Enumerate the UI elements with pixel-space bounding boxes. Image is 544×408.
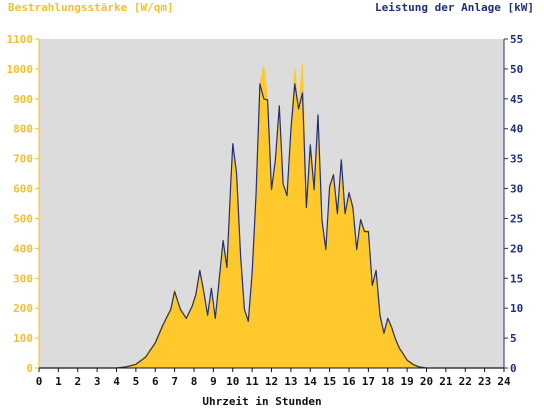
x-tick-label: 1 xyxy=(55,375,62,388)
y-left-tick-label: 900 xyxy=(13,93,33,106)
x-tick-label: 2 xyxy=(74,375,81,388)
x-tick-label: 24 xyxy=(497,375,511,388)
y-right-tick-label: 20 xyxy=(510,242,523,255)
x-tick-label: 17 xyxy=(362,375,375,388)
x-tick-label: 22 xyxy=(459,375,472,388)
series-line-power xyxy=(39,83,504,369)
y-right-tick-label: 0 xyxy=(510,362,517,375)
x-tick-label: 16 xyxy=(342,375,356,388)
y-left-tick-label: 1000 xyxy=(7,63,34,76)
x-tick-label: 11 xyxy=(246,375,260,388)
y-left-tick-label: 800 xyxy=(13,123,33,136)
x-tick-label: 8 xyxy=(191,375,198,388)
left-axis-title: Bestrahlungsstärke [W/qm] xyxy=(8,1,174,14)
x-tick-label: 5 xyxy=(133,375,140,388)
y-right-tick-label: 50 xyxy=(510,63,523,76)
y-left-tick-label: 300 xyxy=(13,272,33,285)
y-right-tick-label: 5 xyxy=(510,332,517,345)
y-right-tick-label: 40 xyxy=(510,123,523,136)
y-left-tick-label: 400 xyxy=(13,242,33,255)
x-axis-title: Uhrzeit in Stunden xyxy=(202,395,321,408)
x-tick-label: 12 xyxy=(265,375,278,388)
x-tick-label: 14 xyxy=(304,375,318,388)
x-tick-label: 18 xyxy=(381,375,394,388)
x-tick-label: 7 xyxy=(171,375,178,388)
y-right-tick-label: 35 xyxy=(510,153,523,166)
y-left-tick-label: 200 xyxy=(13,302,33,315)
x-tick-label: 3 xyxy=(94,375,101,388)
y-right-tick-label: 15 xyxy=(510,272,523,285)
y-right-tick-label: 25 xyxy=(510,212,523,225)
series-layer xyxy=(39,62,504,369)
x-tick-label: 6 xyxy=(152,375,159,388)
x-tick-label: 23 xyxy=(478,375,491,388)
y-left-tick-label: 700 xyxy=(13,153,33,166)
x-tick-label: 20 xyxy=(420,375,433,388)
y-right-tick-label: 30 xyxy=(510,183,523,196)
y-left-tick-label: 0 xyxy=(26,362,33,375)
y-left-tick-label: 500 xyxy=(13,212,33,225)
x-tick-label: 4 xyxy=(113,375,120,388)
y-right-tick-label: 10 xyxy=(510,302,523,315)
x-tick-label: 19 xyxy=(401,375,414,388)
x-tick-label: 15 xyxy=(323,375,336,388)
x-tick-label: 21 xyxy=(439,375,453,388)
ticks-layer: 0 1 2 3 4 5 6 7 8 9 10 11 12 13 14 15 16 17 18 19 20 21 22 23 24… xyxy=(7,33,524,388)
x-tick-label: 13 xyxy=(284,375,297,388)
x-tick-label: 10 xyxy=(226,375,239,388)
y-right-tick-label: 45 xyxy=(510,93,523,106)
y-left-tick-label: 600 xyxy=(13,183,33,196)
y-left-tick-label: 1100 xyxy=(7,33,34,46)
y-right-tick-label: 55 xyxy=(510,33,523,46)
right-axis-title: Leistung der Anlage [kW] xyxy=(375,1,534,14)
x-tick-label: 0 xyxy=(36,375,43,388)
y-left-tick-label: 100 xyxy=(13,332,33,345)
x-tick-label: 9 xyxy=(210,375,217,388)
